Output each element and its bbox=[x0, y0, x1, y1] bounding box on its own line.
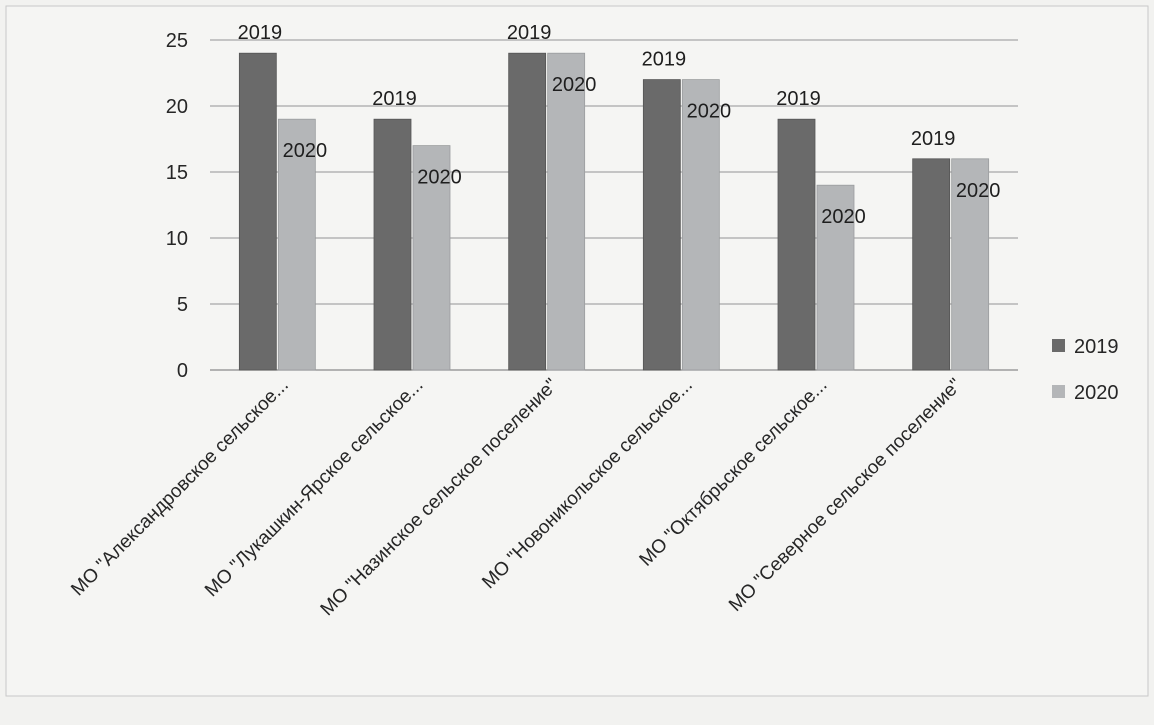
bar-2020-4 bbox=[681, 79, 720, 371]
bars bbox=[238, 52, 990, 371]
data-label: 2020 bbox=[687, 101, 732, 123]
data-labels: 2019 2019 2019 2019 2019 2019 2020 2020 2020 2020… bbox=[238, 22, 1001, 228]
y-tick-label: 5 bbox=[177, 294, 188, 316]
bar-2019-2 bbox=[373, 118, 412, 371]
data-label: 2019 bbox=[372, 88, 417, 110]
bar-2019-6 bbox=[912, 158, 951, 371]
y-axis-ticks: 0 5 10 15 20 25 bbox=[166, 30, 188, 382]
data-label: 2019 bbox=[911, 128, 956, 150]
legend-label: 2020 bbox=[1074, 382, 1119, 404]
y-tick-label: 0 bbox=[177, 360, 188, 382]
data-label: 2019 bbox=[642, 49, 687, 71]
legend: 2019 2020 bbox=[1052, 336, 1119, 404]
data-label: 2019 bbox=[238, 22, 283, 44]
y-tick-label: 15 bbox=[166, 162, 188, 184]
bar-2020-1 bbox=[277, 118, 316, 371]
data-label: 2019 bbox=[507, 22, 552, 44]
legend-swatch bbox=[1052, 339, 1065, 352]
y-tick-label: 10 bbox=[166, 228, 188, 250]
bar-2020-5 bbox=[816, 184, 855, 371]
y-tick-label: 20 bbox=[166, 96, 188, 118]
gridlines bbox=[210, 39, 1018, 371]
legend-label: 2019 bbox=[1074, 336, 1119, 358]
bar-2020-6 bbox=[951, 158, 990, 371]
y-tick-label: 25 bbox=[166, 30, 188, 52]
data-label: 2020 bbox=[821, 206, 866, 228]
bar-2019-3 bbox=[508, 52, 547, 371]
data-label: 2020 bbox=[417, 167, 462, 189]
data-label: 2020 bbox=[552, 74, 597, 96]
bar-2019-4 bbox=[642, 79, 681, 371]
data-label: 2020 bbox=[956, 180, 1001, 202]
bar-2020-3 bbox=[547, 52, 586, 371]
bar-2019-1 bbox=[238, 52, 277, 371]
bar-2019-5 bbox=[777, 118, 816, 371]
legend-swatch bbox=[1052, 385, 1065, 398]
bar-2020-2 bbox=[412, 145, 451, 371]
data-label: 2020 bbox=[283, 140, 328, 162]
data-label: 2019 bbox=[776, 88, 821, 110]
